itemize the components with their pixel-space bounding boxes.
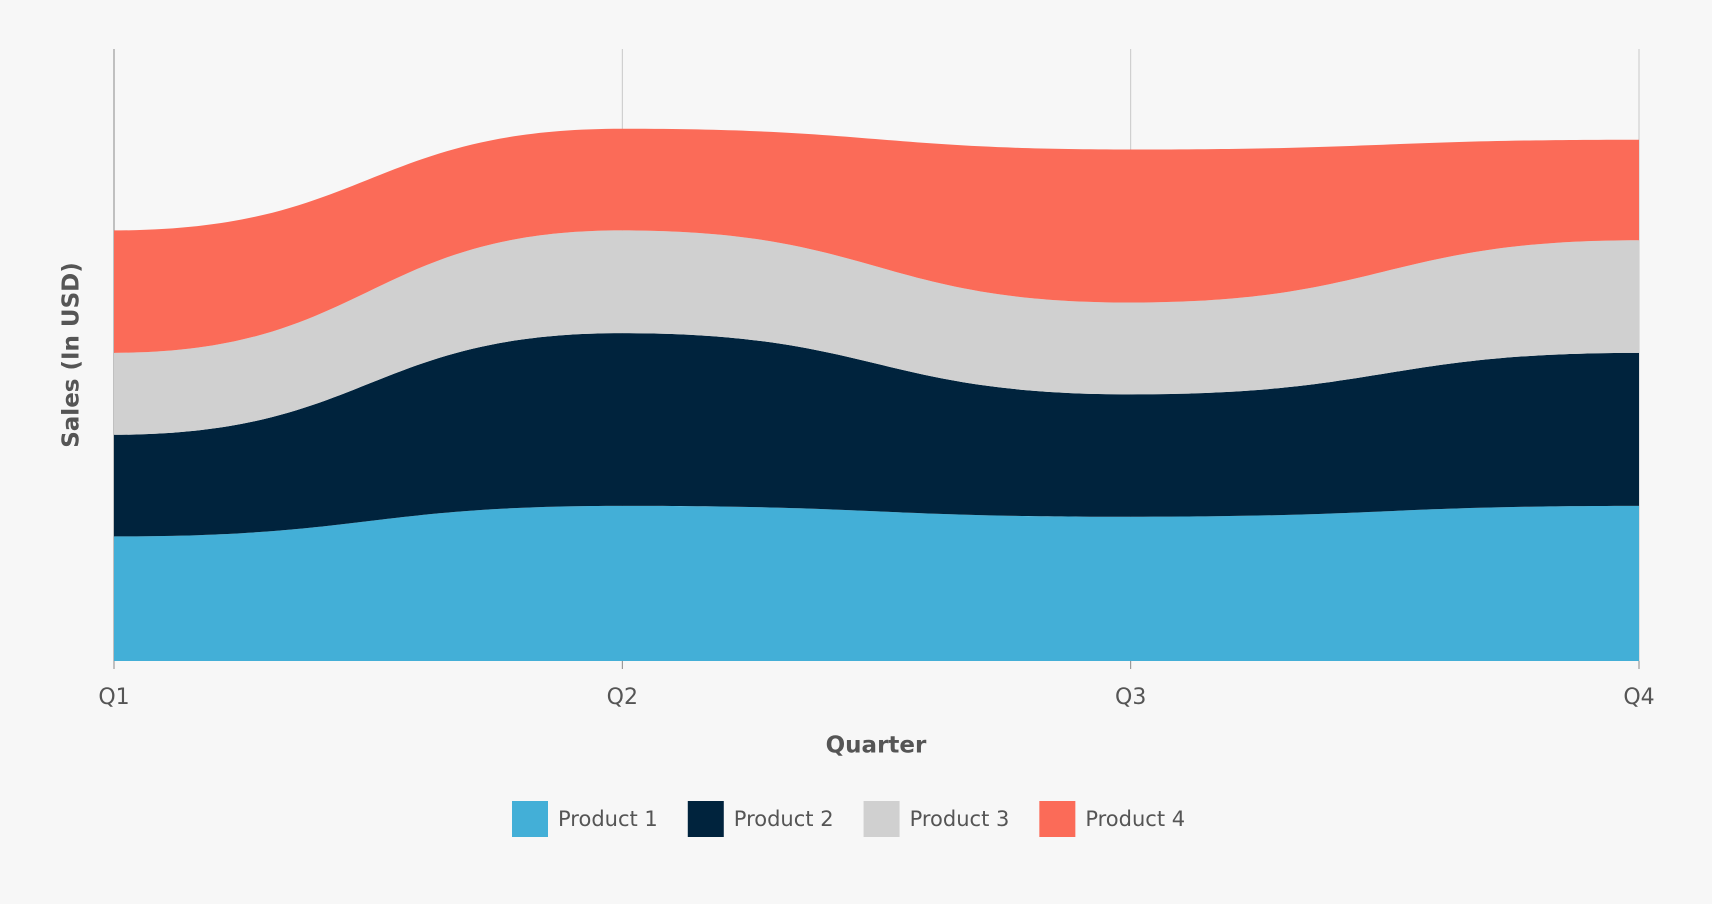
x-axis-title: Quarter [826, 733, 927, 759]
x-tick-label: Q4 [1623, 685, 1654, 710]
area [114, 230, 1639, 435]
x-tick-label: Q3 [1115, 685, 1146, 710]
area [114, 128, 1639, 353]
x-tick-label: Q1 [98, 685, 129, 710]
legend-label: Product 3 [910, 807, 1010, 831]
legend-swatch [687, 801, 724, 837]
legend-label: Product 2 [734, 807, 834, 831]
area [114, 333, 1639, 537]
y-axis-title: Sales (In USD) [59, 262, 85, 448]
legend-swatch [1039, 801, 1076, 837]
legend-swatch [512, 801, 548, 837]
area [114, 505, 1639, 661]
legend-swatch [863, 801, 900, 837]
legend-label: Product 1 [558, 807, 658, 831]
legend-label: Product 4 [1085, 807, 1185, 831]
x-tick-label: Q2 [607, 685, 638, 710]
